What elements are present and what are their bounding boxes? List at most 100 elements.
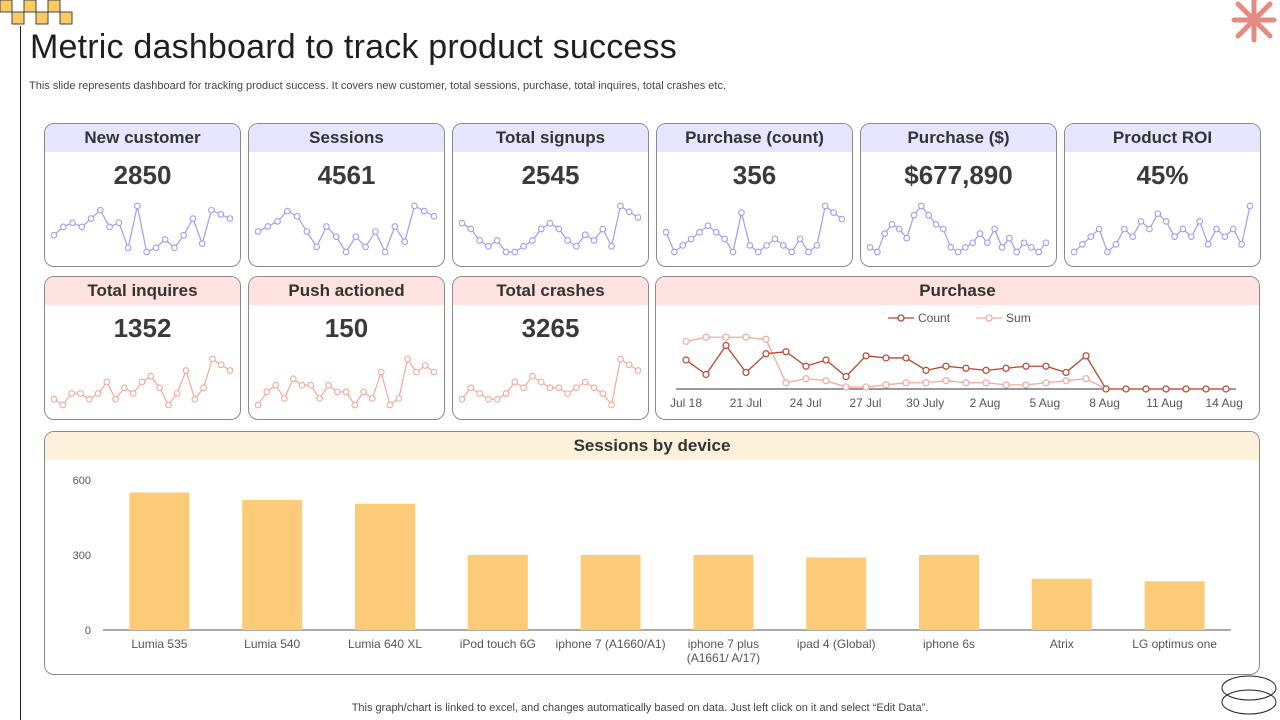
sparkline-point <box>873 248 881 256</box>
purchase-sum-point <box>782 379 790 387</box>
sparkline-point <box>1246 202 1253 210</box>
kpi-label: Product ROI <box>1065 124 1260 152</box>
footnote: This graph/chart is linked to excel, and… <box>351 702 929 714</box>
sparkline-point <box>87 215 95 222</box>
bar-category-label: iphone 7 plus <box>688 637 759 651</box>
sparkline-point <box>1087 233 1095 241</box>
sparkline-point <box>173 390 181 397</box>
sparkline-point <box>189 215 197 222</box>
purchase-sum-line <box>685 336 1226 390</box>
purchase-count-point <box>1002 364 1010 372</box>
sparkline-point <box>969 239 977 247</box>
kpi-sparkline <box>1071 202 1253 256</box>
page-title: Metric dashboard to track product succes… <box>30 28 677 66</box>
sparkline-point <box>209 355 216 363</box>
bar-y-tick-label: 300 <box>73 550 91 562</box>
sparkline-point <box>386 401 394 409</box>
sparkline-point <box>1146 225 1153 233</box>
bar-category-label: iphone 7 (A1660/A1) <box>556 637 666 651</box>
kpi-value: 3265 <box>521 313 580 343</box>
sparkline-point <box>51 231 58 239</box>
sparkline-point <box>1154 210 1162 218</box>
kpi-card-sessions[interactable]: Sessions 4561 <box>248 123 445 267</box>
sparkline-point <box>476 237 483 244</box>
sparkline-point <box>617 355 624 363</box>
sparkline-point <box>888 221 896 228</box>
sparkline-point <box>404 355 411 363</box>
sparkline-point <box>298 381 306 389</box>
kpi-label: Sessions <box>249 124 444 152</box>
sparkline-point <box>771 235 779 243</box>
sparkline-point <box>983 239 991 247</box>
purchase-x-tick-label: 30 July <box>906 396 944 410</box>
sparkline-point <box>1162 217 1170 225</box>
purchase-sum-point <box>842 383 850 391</box>
sparkline-point <box>608 401 615 409</box>
bar-category-label: iPod touch 6G <box>460 637 536 651</box>
sparkline-point <box>430 368 437 376</box>
purchase-count-point <box>702 370 710 379</box>
sparkline-point <box>281 395 288 402</box>
sparkline-point <box>704 222 712 230</box>
sparkline-point <box>537 378 545 386</box>
kpi-card-product-roi[interactable]: Product ROI 45% <box>1064 123 1261 267</box>
purchase-x-tick-label: Jul 18 <box>670 396 702 410</box>
bar-lg-optimus-one <box>1144 581 1205 630</box>
kpi-sparkline <box>663 202 845 256</box>
purchase-count-point <box>862 352 870 360</box>
sparkline-point <box>333 388 341 396</box>
sparkline-point <box>325 381 332 389</box>
sparkline-point <box>493 395 501 403</box>
sparkline-point <box>1112 240 1120 248</box>
sparkline-point <box>564 390 571 397</box>
sparkline-point <box>342 388 350 396</box>
sparkline-point <box>362 243 369 251</box>
kpi-value: 1352 <box>113 313 172 343</box>
sparkline-point <box>316 395 323 402</box>
bar-category-label: Lumia 535 <box>131 637 187 651</box>
kpi-card-new-customer[interactable]: New customer 2850 <box>44 123 241 267</box>
kpi-card-purchase[interactable]: Purchase ($) $677,890 <box>860 123 1057 267</box>
sparkline-point <box>180 231 188 239</box>
kpi-card-total-inquires[interactable]: Total inquires 1352 <box>44 276 241 420</box>
bar-iphone-7-plus-a1661-a-17 <box>693 555 754 630</box>
kpi-card-push-actioned[interactable]: Push actioned 150 <box>248 276 445 420</box>
purchase-x-tick-label: 5 Aug <box>1029 396 1060 410</box>
sparkline-point <box>1179 225 1187 233</box>
sparkline-point <box>264 223 272 230</box>
sparkline-point <box>991 225 999 233</box>
sparkline-point <box>729 248 737 256</box>
sparkline-point <box>255 228 262 235</box>
purchase-chart-card[interactable]: Purchase Count Sum Jul 18 21 Jul 24 Jul 27 … <box>655 276 1260 420</box>
sparkline-point <box>430 212 437 220</box>
sparkline-point <box>546 219 554 227</box>
purchase-x-tick-label: 21 Jul <box>730 396 762 410</box>
sparkline-point <box>85 395 93 403</box>
kpi-card-purchase-count[interactable]: Purchase (count) 356 <box>656 123 853 267</box>
sparkline-point <box>143 248 150 256</box>
purchase-count-point <box>1142 385 1150 393</box>
sparkline-point <box>413 368 420 376</box>
sparkline-point <box>581 231 589 239</box>
sparkline-point <box>78 223 86 231</box>
purchase-sum-point <box>702 333 710 341</box>
sparkline-point <box>121 384 128 392</box>
purchase-count-point <box>1062 368 1070 377</box>
sparkline-point <box>1104 248 1111 256</box>
bar-category-label: Lumia 640 XL <box>348 637 422 651</box>
sparkline-point <box>134 202 141 210</box>
sparkline-point <box>1221 233 1229 241</box>
sparkline-point <box>1079 240 1086 248</box>
kpi-card-total-signups[interactable]: Total signups 2545 <box>452 123 649 267</box>
sparkline-point <box>511 248 519 256</box>
sparkline-point <box>369 395 376 402</box>
purchase-count-point <box>1022 362 1030 370</box>
sparkline-point <box>763 242 770 249</box>
kpi-card-total-crashes[interactable]: Total crashes 3265 <box>452 276 649 420</box>
bar-category-label: Atrix <box>1050 637 1074 651</box>
sparkline-point <box>51 395 58 403</box>
bar-lumia-535 <box>129 492 190 630</box>
sparkline-point <box>502 248 510 256</box>
purchase-sum-point <box>922 379 930 387</box>
sessions-by-device-card[interactable]: Sessions by device 0 300 600 Lumia 535 Lumia… <box>44 431 1260 675</box>
